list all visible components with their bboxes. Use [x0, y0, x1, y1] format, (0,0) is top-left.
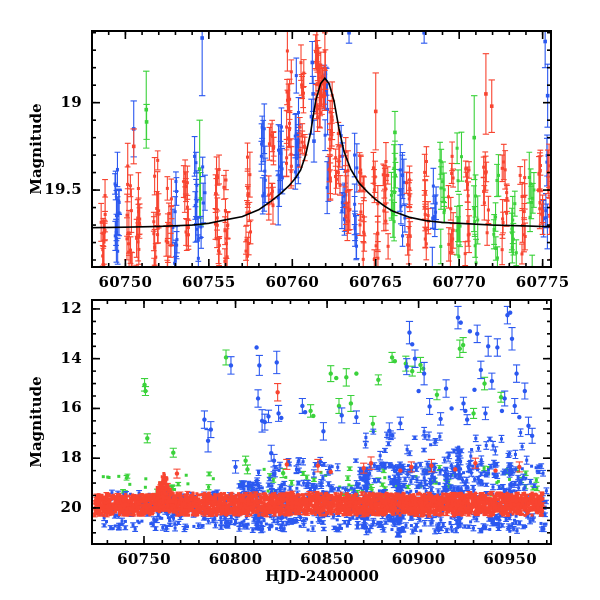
y-tick-label: 14 [60, 348, 82, 367]
x-tick-label: 60775 [515, 273, 570, 291]
x-tick-label: 60750 [98, 273, 153, 291]
y-tick-label: 12 [60, 298, 82, 317]
x-tick-label: 60900 [391, 550, 446, 568]
x-tick-label: 60755 [181, 273, 236, 291]
x-tick-label: 60750 [117, 550, 171, 568]
y-tick-label: 20 [60, 497, 82, 516]
y-tick-label: 18 [60, 448, 82, 467]
y-tick-label: 19.5 [44, 180, 82, 199]
y-tick-label: 16 [60, 398, 82, 417]
bottom-panel-plot [0, 298, 600, 600]
y-tick-label: 19 [60, 92, 82, 111]
x-tick-label: 60760 [265, 273, 320, 291]
x-tick-label: 60850 [300, 550, 354, 568]
x-tick-label: 60770 [432, 273, 487, 291]
x-tick-label: 60765 [348, 273, 403, 291]
x-tick-label: 60800 [208, 550, 263, 568]
x-tick-label: 60950 [483, 550, 537, 568]
top-panel-plot [0, 0, 600, 298]
x-axis-title: HJD-2400000 [265, 567, 379, 585]
